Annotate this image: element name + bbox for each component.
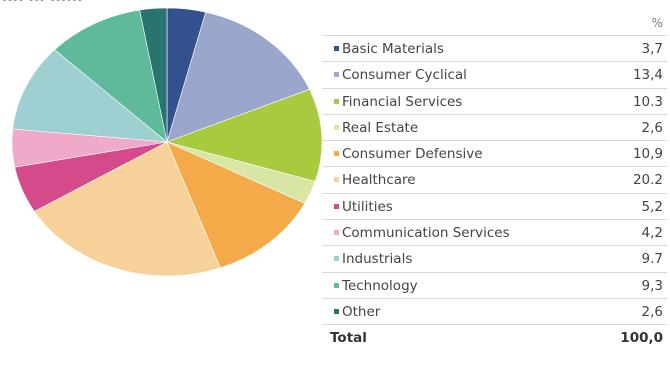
- sector-value: 4,2: [641, 225, 663, 242]
- table-row: Technology 9,3: [322, 273, 667, 299]
- table-row: Consumer Defensive 10,9: [322, 141, 667, 168]
- sector-name: Basic Materials: [342, 41, 444, 57]
- pie-slice: [54, 9, 168, 143]
- sector-value: 9.7: [641, 251, 663, 268]
- sector-name: Technology: [342, 277, 418, 294]
- total-row: Total 100,0: [322, 325, 667, 351]
- table-row: Real Estate 2,6: [322, 115, 667, 142]
- total-label: Total: [330, 330, 367, 347]
- table-row: Consumer Cyclical 13,4: [322, 62, 667, 89]
- table-row: Utilities 5,2: [322, 194, 667, 221]
- pie-slice: [12, 49, 168, 143]
- sector-value: 10.3: [632, 93, 663, 110]
- legend-swatch: [334, 282, 339, 288]
- sector-value: 2,6: [641, 119, 663, 136]
- table-row: Financial Services 10.3: [322, 89, 667, 115]
- table-row: Healthcare 20.2: [322, 167, 667, 194]
- sector-name: Financial Services: [342, 93, 463, 110]
- table-row: Basic Materials 3,7: [322, 36, 667, 63]
- chart-title-cutoff: ···· ··· ······: [2, 0, 83, 8]
- pie-slice: [139, 7, 168, 143]
- table-row: Communication Services 4,2: [322, 220, 667, 247]
- legend-swatch: [334, 46, 339, 51]
- legend-swatch: [334, 124, 339, 130]
- table-header-row: %: [322, 14, 667, 36]
- legend-swatch: [334, 203, 339, 209]
- sector-value: 5,2: [641, 198, 663, 215]
- sector-name: Utilities: [342, 198, 393, 215]
- total-value: 100,0: [620, 330, 663, 347]
- sector-name: Communication Services: [342, 225, 510, 242]
- sector-name: Real Estate: [342, 119, 419, 136]
- pie-svg: [11, 7, 323, 277]
- sector-name: Consumer Cyclical: [342, 67, 467, 84]
- legend-swatch: [334, 256, 339, 262]
- sector-value: 3,7: [641, 41, 663, 57]
- legend-swatch: [334, 177, 339, 183]
- pie-slice: [166, 11, 310, 143]
- pie-slice: [33, 141, 221, 277]
- legend-swatch: [334, 98, 339, 104]
- legend-swatch: [334, 308, 339, 314]
- sector-value: 2,6: [641, 303, 663, 320]
- sector-value: 13,4: [632, 67, 663, 84]
- table-row: Industrials 9.7: [322, 246, 667, 273]
- pie-chart: [8, 4, 326, 280]
- table-row: Other 2,6: [322, 299, 667, 326]
- legend-swatch: [334, 230, 339, 236]
- pie-slice: [166, 88, 323, 182]
- sector-value: 9,3: [641, 277, 663, 294]
- sector-name: Other: [342, 303, 381, 320]
- legend-swatch: [334, 72, 339, 78]
- sector-value: 20.2: [632, 172, 663, 189]
- legend-swatch: [334, 151, 339, 157]
- sector-name: Industrials: [342, 251, 413, 268]
- sector-name: Healthcare: [342, 172, 416, 189]
- pie-slice: [166, 141, 306, 269]
- sector-name: Consumer Defensive: [342, 146, 483, 163]
- value-column-header: %: [651, 16, 663, 30]
- table-body: Basic Materials 3,7 Consumer Cyclical 13,4 F…: [322, 36, 667, 326]
- sector-value: 10,9: [632, 146, 663, 163]
- sector-table: % Basic Materials 3,7 Consumer Cyclical 13,…: [322, 14, 667, 352]
